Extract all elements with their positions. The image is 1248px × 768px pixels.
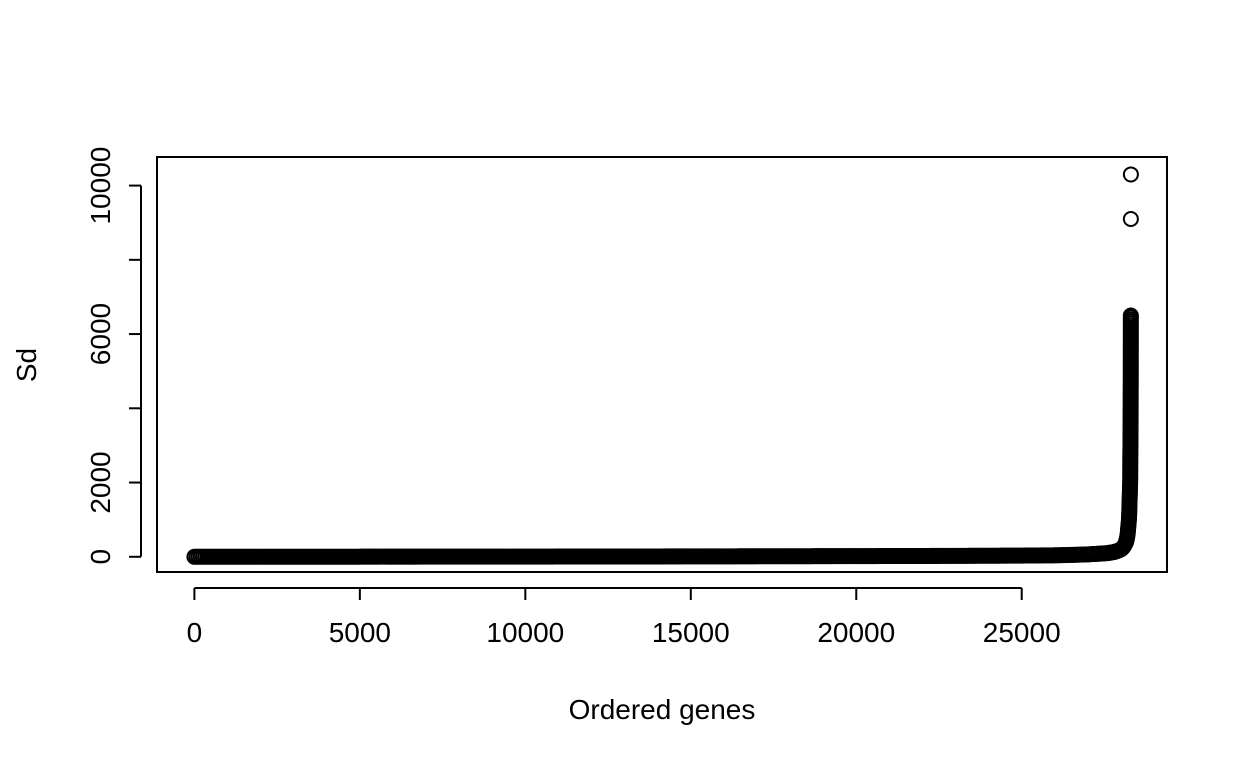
y-tick-label: 10000: [85, 147, 116, 225]
data-point: [1122, 210, 1139, 227]
data-point: [1122, 307, 1139, 324]
x-axis-label: Ordered genes: [569, 694, 756, 725]
y-tick-label: 6000: [85, 303, 116, 365]
data-points: [186, 166, 1139, 565]
x-axis: 0 5000 10000 15000 20000 25000: [187, 587, 1061, 648]
plot-frame: [156, 156, 1168, 573]
x-tick-label: 15000: [652, 617, 730, 648]
x-tick-label: 25000: [983, 617, 1061, 648]
x-tick-label: 0: [187, 617, 203, 648]
x-tick-label: 20000: [817, 617, 895, 648]
x-tick-label: 10000: [486, 617, 564, 648]
y-axis: 0 2000 6000 10000: [85, 147, 142, 565]
x-tick-label: 5000: [329, 617, 391, 648]
y-axis-label: Sd: [11, 348, 42, 382]
data-point: [1122, 166, 1139, 183]
y-tick-label: 2000: [85, 451, 116, 513]
y-tick-label: 0: [85, 549, 116, 565]
